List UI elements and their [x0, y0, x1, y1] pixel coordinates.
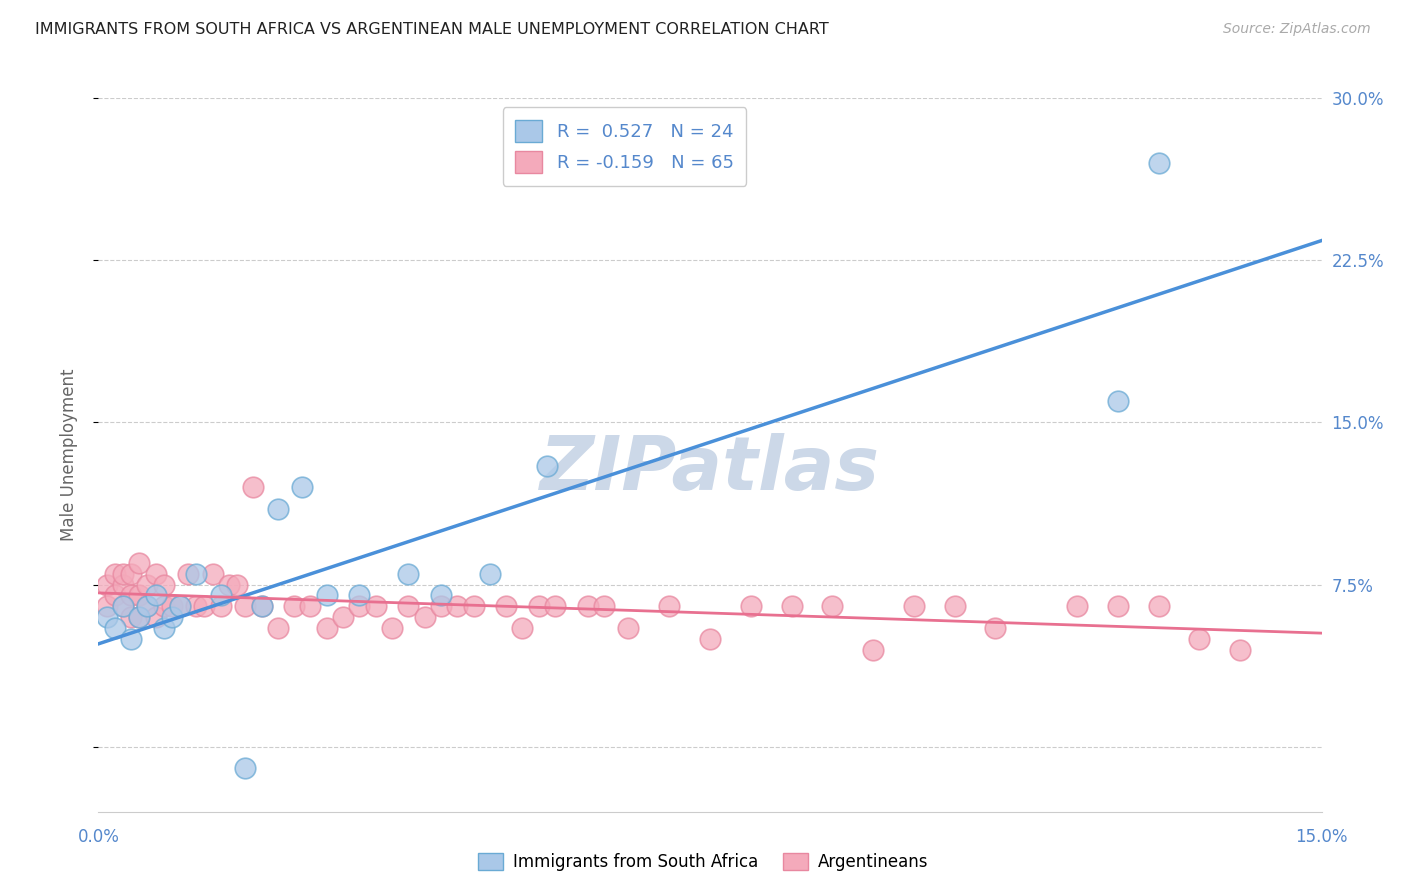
Point: [136, 577, 159, 591]
Point: [1107, 599, 1129, 614]
Point: [177, 566, 200, 581]
Point: [349, 599, 371, 614]
Point: [780, 599, 803, 614]
Point: [903, 599, 925, 614]
Point: [96, 610, 118, 624]
Point: [186, 566, 208, 581]
Point: [128, 610, 150, 624]
Point: [201, 566, 224, 581]
Point: [617, 621, 640, 635]
Point: [1107, 393, 1129, 408]
Point: [242, 480, 264, 494]
Point: [233, 599, 256, 614]
Point: [862, 642, 884, 657]
Y-axis label: Male Unemployment: Male Unemployment: [59, 368, 77, 541]
Point: [160, 610, 183, 624]
Point: [128, 589, 150, 603]
Point: [576, 599, 599, 614]
Point: [396, 599, 419, 614]
Point: [96, 577, 118, 591]
Point: [593, 599, 616, 614]
Point: [396, 566, 419, 581]
Point: [463, 599, 485, 614]
Point: [145, 589, 167, 603]
Point: [111, 599, 134, 614]
Point: [430, 599, 453, 614]
Point: [226, 577, 249, 591]
Point: [96, 599, 118, 614]
Point: [104, 621, 127, 635]
Point: [111, 599, 134, 614]
Point: [1188, 632, 1211, 646]
Point: [267, 502, 290, 516]
Point: [381, 621, 404, 635]
Point: [315, 621, 337, 635]
Point: [943, 599, 966, 614]
Point: [984, 621, 1007, 635]
Point: [218, 577, 240, 591]
Point: [193, 599, 215, 614]
Point: [233, 762, 256, 776]
Point: [478, 566, 501, 581]
Point: [740, 599, 762, 614]
Point: [111, 577, 134, 591]
Point: [413, 610, 436, 624]
Point: [1147, 599, 1170, 614]
Point: [186, 599, 208, 614]
Point: [364, 599, 387, 614]
Point: [299, 599, 322, 614]
Point: [136, 599, 159, 614]
Point: [536, 458, 558, 473]
Text: Source: ZipAtlas.com: Source: ZipAtlas.com: [1223, 22, 1371, 37]
Point: [1147, 156, 1170, 170]
Point: [145, 610, 167, 624]
Point: [349, 589, 371, 603]
Point: [136, 599, 159, 614]
Point: [104, 589, 127, 603]
Point: [250, 599, 273, 614]
Legend: R =  0.527   N = 24, R = -0.159   N = 65: R = 0.527 N = 24, R = -0.159 N = 65: [502, 107, 747, 186]
Point: [152, 621, 174, 635]
Point: [111, 566, 134, 581]
Point: [145, 566, 167, 581]
Point: [169, 599, 191, 614]
Point: [291, 480, 314, 494]
Point: [120, 589, 142, 603]
Point: [446, 599, 468, 614]
Point: [152, 599, 174, 614]
Point: [120, 632, 142, 646]
Point: [128, 556, 150, 570]
Point: [128, 610, 150, 624]
Point: [332, 610, 354, 624]
Point: [250, 599, 273, 614]
Point: [267, 621, 290, 635]
Point: [495, 599, 517, 614]
Point: [1229, 642, 1251, 657]
Point: [120, 610, 142, 624]
Point: [544, 599, 567, 614]
Point: [527, 599, 550, 614]
Point: [120, 566, 142, 581]
Point: [512, 621, 534, 635]
Point: [169, 599, 191, 614]
Point: [315, 589, 337, 603]
Point: [283, 599, 305, 614]
Point: [821, 599, 844, 614]
Point: [430, 589, 453, 603]
Point: [699, 632, 721, 646]
Text: IMMIGRANTS FROM SOUTH AFRICA VS ARGENTINEAN MALE UNEMPLOYMENT CORRELATION CHART: IMMIGRANTS FROM SOUTH AFRICA VS ARGENTIN…: [35, 22, 830, 37]
Point: [209, 599, 232, 614]
Point: [658, 599, 681, 614]
Point: [209, 589, 232, 603]
Point: [1066, 599, 1088, 614]
Point: [160, 599, 183, 614]
Legend: Immigrants from South Africa, Argentineans: Immigrants from South Africa, Argentinea…: [470, 845, 936, 880]
Text: ZIPatlas: ZIPatlas: [540, 433, 880, 506]
Point: [104, 566, 127, 581]
Point: [152, 577, 174, 591]
